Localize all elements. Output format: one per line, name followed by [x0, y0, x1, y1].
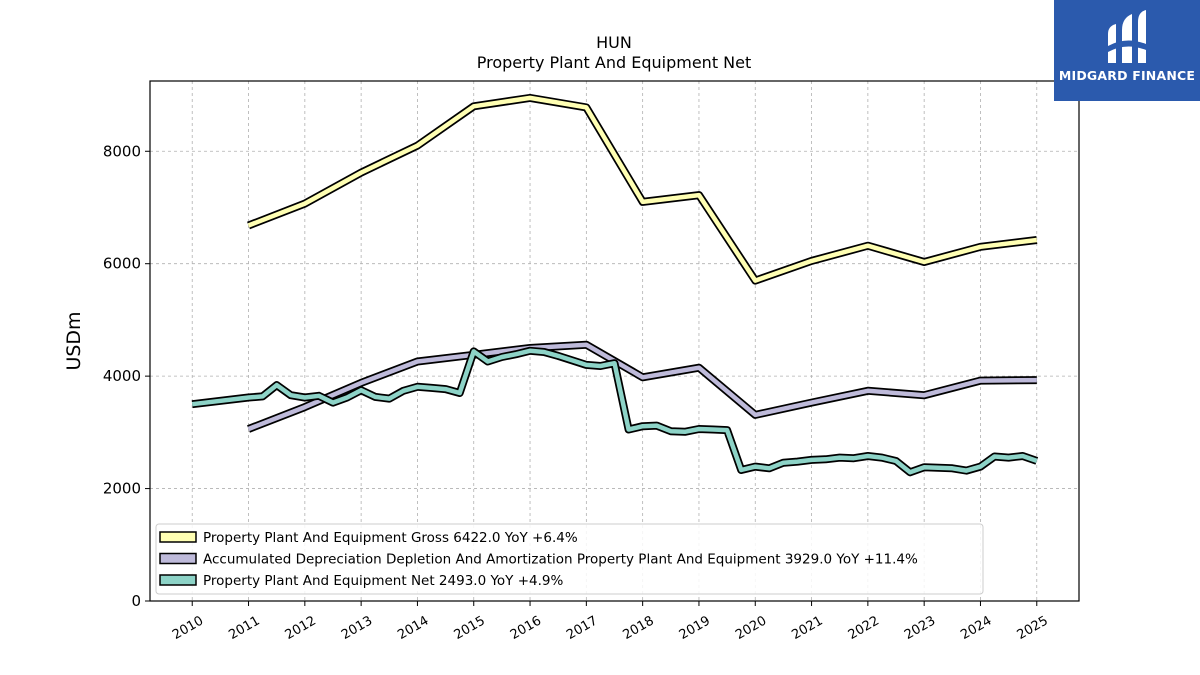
- brand-logo-icon: [1108, 10, 1146, 63]
- chart-subtitle: Property Plant And Equipment Net: [477, 53, 752, 72]
- y-tick-label: 6000: [103, 255, 141, 273]
- y-tick-label: 0: [131, 592, 141, 610]
- x-tick-label: 2014: [395, 613, 431, 643]
- brand-logo: MIDGARD FINANCE: [1054, 0, 1200, 101]
- series-line: [191, 348, 1038, 475]
- brand-name: MIDGARD FINANCE: [1058, 68, 1196, 83]
- x-tick-label: 2025: [1015, 613, 1051, 643]
- x-tick-label: 2019: [677, 613, 713, 643]
- x-tick-label: 2010: [170, 613, 206, 643]
- series-line: [247, 95, 1038, 283]
- legend-swatch: [159, 552, 197, 565]
- y-tick-label: 8000: [103, 142, 141, 160]
- legend-entry-label: Property Plant And Equipment Net 2493.0 …: [203, 573, 563, 589]
- legend-entry-label: Accumulated Depreciation Depletion And A…: [203, 552, 918, 568]
- legend: Property Plant And Equipment Gross 6422.…: [155, 523, 984, 595]
- y-tick-label: 4000: [103, 367, 141, 385]
- legend-entry-label: Property Plant And Equipment Gross 6422.…: [203, 530, 578, 546]
- x-tick-label: 2021: [789, 613, 825, 643]
- x-axis-ticks: 2010 2011 2012 2013 2014 2015 2016 2017 2018 2019…: [170, 601, 1051, 643]
- x-tick-label: 2017: [564, 613, 600, 643]
- x-tick-label: 2015: [452, 613, 488, 643]
- x-tick-label: 2013: [339, 613, 375, 643]
- series-line: [247, 342, 1037, 432]
- series-layer: [191, 93, 1039, 477]
- series-3: [191, 346, 1039, 477]
- x-tick-label: 2011: [226, 613, 262, 643]
- series-1: [247, 93, 1038, 285]
- y-axis-label: USDm: [63, 311, 85, 370]
- x-tick-label: 2022: [846, 613, 882, 643]
- x-tick-label: 2024: [958, 613, 994, 643]
- series-2: [247, 340, 1037, 433]
- x-tick-label: 2018: [620, 613, 656, 643]
- y-axis-ticks: 0 2000 4000 6000 8000: [103, 142, 150, 610]
- plot-frame: [149, 80, 1080, 602]
- x-tick-label: 2012: [283, 613, 319, 643]
- legend-swatch: [159, 531, 197, 543]
- x-tick-label: 2016: [508, 613, 544, 643]
- x-tick-label: 2023: [902, 613, 938, 643]
- legend-swatch: [159, 574, 197, 586]
- x-tick-label: 2020: [733, 613, 769, 643]
- chart-title: HUN: [596, 33, 632, 52]
- legend-frame: [155, 523, 984, 595]
- y-tick-label: 2000: [103, 480, 141, 498]
